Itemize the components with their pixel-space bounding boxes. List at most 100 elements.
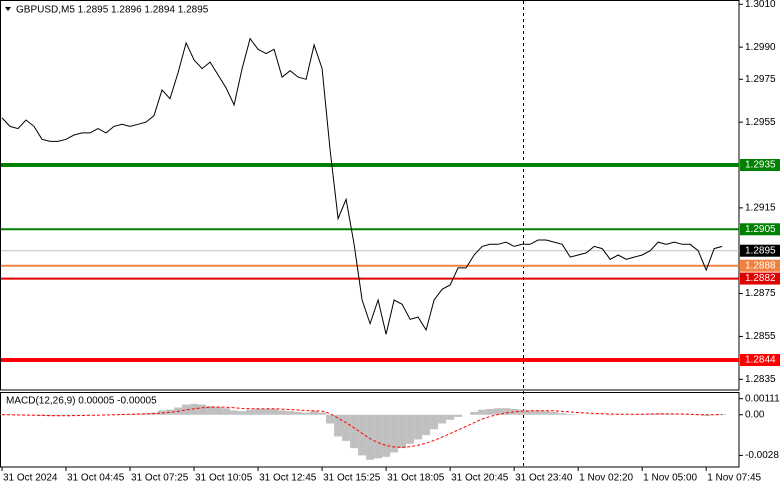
macd-bar	[238, 411, 247, 415]
macd-bar	[502, 408, 511, 415]
macd-bar	[278, 410, 287, 415]
macd-bar	[310, 411, 319, 415]
macd-bar	[510, 408, 519, 415]
macd-panel-frame	[0, 392, 740, 468]
macd-bar	[166, 409, 175, 415]
macd-bar	[646, 413, 655, 415]
macd-bar	[558, 413, 567, 415]
macd-bar	[70, 414, 79, 416]
macd-title: MACD(12,26,9) 0.00005 -0.00005	[6, 396, 157, 407]
macd-bar	[342, 414, 351, 441]
macd-bar	[206, 406, 215, 415]
macd-bar	[470, 411, 479, 415]
level-label: 1.2882	[745, 273, 776, 284]
macd-bar	[382, 414, 391, 457]
x-tick-label: 31 Oct 10:05	[195, 473, 253, 484]
macd-bar	[62, 414, 71, 416]
macd-bar	[22, 414, 31, 416]
macd-bar	[534, 410, 543, 415]
x-tick-label: 1 Nov 02:20	[579, 473, 633, 484]
macd-bar	[214, 406, 223, 415]
macd-bar	[302, 412, 311, 415]
macd-bar	[446, 414, 455, 420]
macd-bar	[46, 414, 55, 417]
x-tick-label: 31 Oct 07:25	[131, 473, 189, 484]
macd-bar	[550, 411, 559, 415]
y-tick-label: 1.2855	[745, 331, 776, 342]
x-tick-label: 31 Oct 20:45	[451, 473, 509, 484]
macd-bar	[390, 414, 399, 453]
macd-bar	[270, 408, 279, 415]
y-tick-label: 1.2915	[745, 202, 776, 213]
macd-bar	[494, 408, 503, 415]
y-tick-label: -0.0028	[745, 450, 779, 461]
level-label: 1.2905	[745, 224, 776, 235]
macd-bar	[190, 403, 199, 415]
y-tick-label: 1.2835	[745, 374, 776, 385]
current-price-box	[740, 244, 780, 257]
macd-bar	[286, 411, 295, 415]
x-tick-label: 31 Oct 04:45	[67, 473, 125, 484]
macd-bar	[254, 408, 263, 415]
macd-bar	[414, 414, 423, 440]
macd-bar	[366, 414, 375, 460]
macd-bar	[222, 408, 231, 415]
macd-bar	[454, 414, 463, 417]
macd-bar	[230, 410, 239, 415]
macd-bar	[262, 408, 271, 415]
chart-title: GBPUSD,M5 1.2895 1.2896 1.2894 1.2895	[16, 5, 209, 16]
macd-bar	[358, 414, 367, 456]
macd-bar	[422, 414, 431, 436]
price-line	[1, 37, 723, 335]
macd-bar	[374, 414, 383, 459]
macd-bar	[398, 414, 407, 449]
y-tick-label: 1.2990	[745, 42, 776, 53]
x-tick-label: 31 Oct 23:40	[515, 473, 573, 484]
macd-bar	[198, 404, 207, 415]
x-tick-label: 31 Oct 15:25	[323, 473, 381, 484]
level-label-box	[740, 159, 780, 171]
y-tick-label: 0.00	[745, 409, 765, 420]
macd-bar	[718, 414, 727, 415]
x-tick-label: 31 Oct 12:45	[259, 473, 317, 484]
macd-bar	[126, 413, 135, 415]
macd-bar	[142, 413, 151, 415]
macd-bar	[246, 409, 255, 415]
level-label-box	[740, 223, 780, 236]
macd-bar	[478, 409, 487, 415]
level-label-box	[740, 354, 780, 366]
y-tick-label: 1.3010	[745, 0, 776, 10]
macd-bar	[702, 414, 711, 416]
macd-bar	[526, 410, 535, 415]
x-tick-label: 31 Oct 2024	[3, 473, 58, 484]
macd-bar	[670, 414, 679, 415]
level-label-box	[740, 259, 780, 272]
level-label: 1.2844	[745, 355, 776, 366]
macd-bar	[438, 414, 447, 424]
level-label: 1.2888	[745, 260, 776, 271]
y-tick-label: 0.00111	[745, 393, 780, 404]
macd-bar	[294, 411, 303, 415]
macd-bar	[566, 414, 575, 415]
x-tick-label: 31 Oct 18:05	[387, 473, 445, 484]
macd-bar	[334, 414, 343, 437]
macd-bar	[182, 404, 191, 415]
main-panel-frame	[0, 0, 740, 391]
y-tick-label: 1.2975	[745, 74, 776, 85]
macd-bar	[318, 412, 327, 415]
x-tick-label: 1 Nov 05:00	[643, 473, 697, 484]
signal-line	[2, 406, 723, 448]
y-tick-label: 1.2955	[745, 117, 776, 128]
level-label-box	[740, 272, 780, 285]
macd-bar	[326, 414, 335, 424]
macd-bar	[518, 409, 527, 415]
y-tick-label: 1.2875	[745, 288, 776, 299]
current-price-label: 1.2895	[745, 245, 776, 256]
macd-bar	[406, 414, 415, 444]
level-label: 1.2935	[745, 160, 776, 171]
symbol-menu-arrow[interactable]	[5, 7, 11, 11]
macd-bar	[350, 414, 359, 449]
macd-bar	[486, 408, 495, 415]
